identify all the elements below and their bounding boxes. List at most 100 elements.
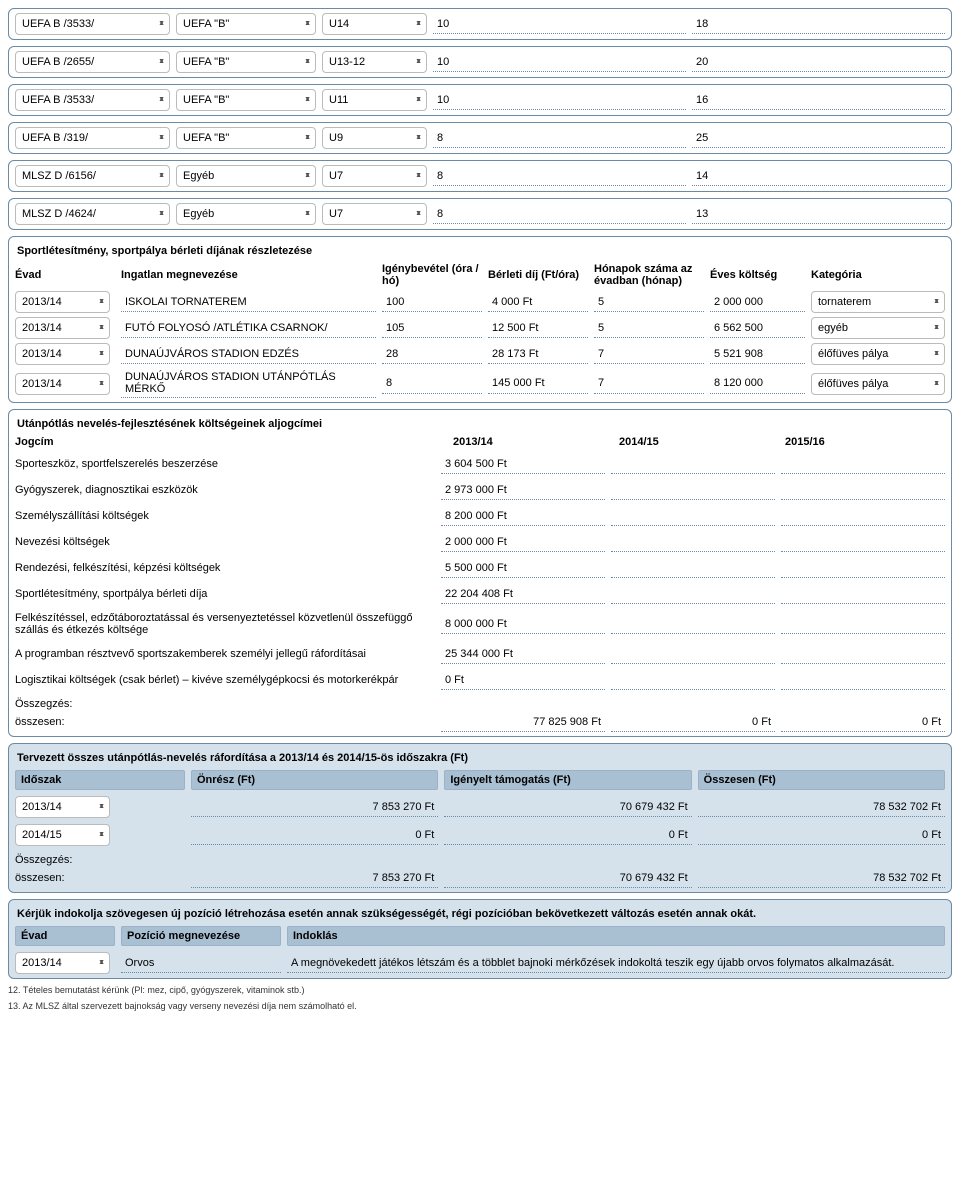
top-row: UEFA B /319/UEFA "B"U9825 [8, 122, 952, 154]
select-field[interactable]: Egyéb [176, 165, 316, 187]
ph-own: Önrész (Ft) [191, 770, 438, 790]
cost-row: A programban résztvevő sportszakemberek … [15, 644, 945, 664]
select-field[interactable]: U7 [322, 165, 427, 187]
select-field[interactable]: 2014/15 [15, 824, 110, 846]
facility-hours: 8 [382, 374, 482, 394]
select-field[interactable]: MLSZ D /6156/ [15, 165, 170, 187]
ch-y1: 2013/14 [453, 436, 613, 448]
cost-label: Nevezési költségek [15, 534, 435, 550]
facility-name: DUNAÚJVÁROS STADION EDZÉS [121, 344, 376, 364]
facility-cost: 5 521 908 [710, 344, 805, 364]
facility-name: ISKOLAI TORNATEREM [121, 292, 376, 312]
h-evad: Évad [15, 269, 115, 281]
planned-box: Tervezett összes utánpótlás-nevelés ráfo… [8, 743, 952, 893]
cost-val-1: 3 604 500 Ft [441, 454, 605, 474]
facility-cost: 6 562 500 [710, 318, 805, 338]
cost-val-1: 22 204 408 Ft [441, 584, 605, 604]
costs-title: Utánpótlás nevelés-fejlesztésének költsé… [15, 414, 945, 436]
select-field[interactable]: Egyéb [176, 203, 316, 225]
costs-sum-label: Összegzés: [15, 696, 945, 712]
ph-req: Igényelt támogatás (Ft) [444, 770, 691, 790]
costs-box: Utánpótlás nevelés-fejlesztésének költsé… [8, 409, 952, 737]
h-honap: Hónapok száma az évadban (hónap) [594, 263, 704, 287]
select-field[interactable]: UEFA B /319/ [15, 127, 170, 149]
ph-total: Összesen (Ft) [698, 770, 945, 790]
ch-y3: 2015/16 [785, 436, 945, 448]
select-field[interactable]: élőfüves pálya [811, 373, 945, 395]
select-field[interactable]: 2013/14 [15, 317, 110, 339]
select-field[interactable]: egyéb [811, 317, 945, 339]
select-field[interactable]: U11 [322, 89, 427, 111]
select-field[interactable]: tornaterem [811, 291, 945, 313]
cost-label: Gyógyszerek, diagnosztikai eszközök [15, 482, 435, 498]
select-field[interactable]: U13-12 [322, 51, 427, 73]
top-row: MLSZ D /4624/Egyéb U7 8 13 [8, 198, 952, 230]
cost-label: Személyszállítási költségek [15, 508, 435, 524]
costs-total-3: 0 Ft [781, 712, 945, 732]
cost-val-2 [611, 532, 775, 552]
planned-total: 78 532 702 Ft [698, 797, 945, 817]
facility-title: Sportlétesítmény, sportpálya bérleti díj… [15, 241, 945, 263]
select-field[interactable]: UEFA B /3533/ [15, 13, 170, 35]
select-field[interactable]: UEFA "B" [176, 89, 316, 111]
cost-val-2 [611, 614, 775, 634]
justify-row: 2013/14OrvosA megnövekedett játékos léts… [15, 952, 945, 974]
cost-val-3 [781, 480, 945, 500]
value-cell: 10 [433, 52, 686, 72]
cost-row: Gyógyszerek, diagnosztikai eszközök 2 973… [15, 480, 945, 500]
facility-name: FUTÓ FOLYOSÓ /ATLÉTIKA CSARNOK/ [121, 318, 376, 338]
cost-val-1: 25 344 000 Ft [441, 644, 605, 664]
facility-months: 7 [594, 374, 704, 394]
value-cell: 8 [433, 166, 686, 186]
cost-val-3 [781, 532, 945, 552]
select-field[interactable]: U14 [322, 13, 427, 35]
facility-hours: 105 [382, 318, 482, 338]
h-eves: Éves költség [710, 269, 805, 281]
facility-months: 5 [594, 318, 704, 338]
select-field[interactable]: UEFA B /3533/ [15, 89, 170, 111]
facility-cost: 8 120 000 [710, 374, 805, 394]
select-field[interactable]: 2013/14 [15, 796, 110, 818]
facility-hours: 28 [382, 344, 482, 364]
jh-pos: Pozíció megnevezése [121, 926, 281, 946]
value-cell: 8 [433, 204, 686, 224]
cost-val-1: 8 200 000 Ft [441, 506, 605, 526]
cost-val-1: 2 000 000 Ft [441, 532, 605, 552]
costs-header: Jogcím 2013/14 2014/15 2015/16 [15, 436, 945, 448]
value-cell: 16 [692, 90, 945, 110]
select-field[interactable]: U7 [322, 203, 427, 225]
select-field[interactable]: UEFA "B" [176, 13, 316, 35]
planned-total-row: összesen: 7 853 270 Ft 70 679 432 Ft 78 … [15, 868, 945, 888]
h-igeny: Igénybevétel (óra / hó) [382, 263, 482, 287]
cost-row: Személyszállítási költségek 8 200 000 Ft [15, 506, 945, 526]
cost-row: Rendezési, felkészítési, képzési költség… [15, 558, 945, 578]
select-field[interactable]: UEFA "B" [176, 51, 316, 73]
select-field[interactable]: UEFA B /2655/ [15, 51, 170, 73]
cost-val-2 [611, 584, 775, 604]
cost-val-1: 2 973 000 Ft [441, 480, 605, 500]
facility-row: 2013/14DUNAÚJVÁROS STADION UTÁNPÓTLÁS MÉ… [15, 369, 945, 398]
value-cell: 8 [433, 128, 686, 148]
cost-val-2 [611, 506, 775, 526]
cost-val-3 [781, 558, 945, 578]
cost-val-3 [781, 506, 945, 526]
planned-header: Időszak Önrész (Ft) Igényelt támogatás (… [15, 770, 945, 790]
select-field[interactable]: MLSZ D /4624/ [15, 203, 170, 225]
select-field[interactable]: 2013/14 [15, 343, 110, 365]
select-field[interactable]: 2013/14 [15, 952, 110, 974]
top-row: UEFA B /3533/UEFA "B"U111016 [8, 84, 952, 116]
facility-row: 2013/14 FUTÓ FOLYOSÓ /ATLÉTIKA CSARNOK/10… [15, 317, 945, 339]
facility-fee: 4 000 Ft [488, 292, 588, 312]
justify-title: Kérjük indokolja szövegesen új pozíció l… [15, 904, 945, 926]
select-field[interactable]: élőfüves pálya [811, 343, 945, 365]
value-cell: 18 [692, 14, 945, 34]
select-field[interactable]: U9 [322, 127, 427, 149]
cost-val-3 [781, 644, 945, 664]
select-field[interactable]: UEFA "B" [176, 127, 316, 149]
value-cell: 13 [692, 204, 945, 224]
select-field[interactable]: 2013/14 [15, 291, 110, 313]
facility-fee: 12 500 Ft [488, 318, 588, 338]
ch-jog: Jogcím [15, 436, 447, 448]
cost-val-1: 8 000 000 Ft [441, 614, 605, 634]
select-field[interactable]: 2013/14 [15, 373, 110, 395]
